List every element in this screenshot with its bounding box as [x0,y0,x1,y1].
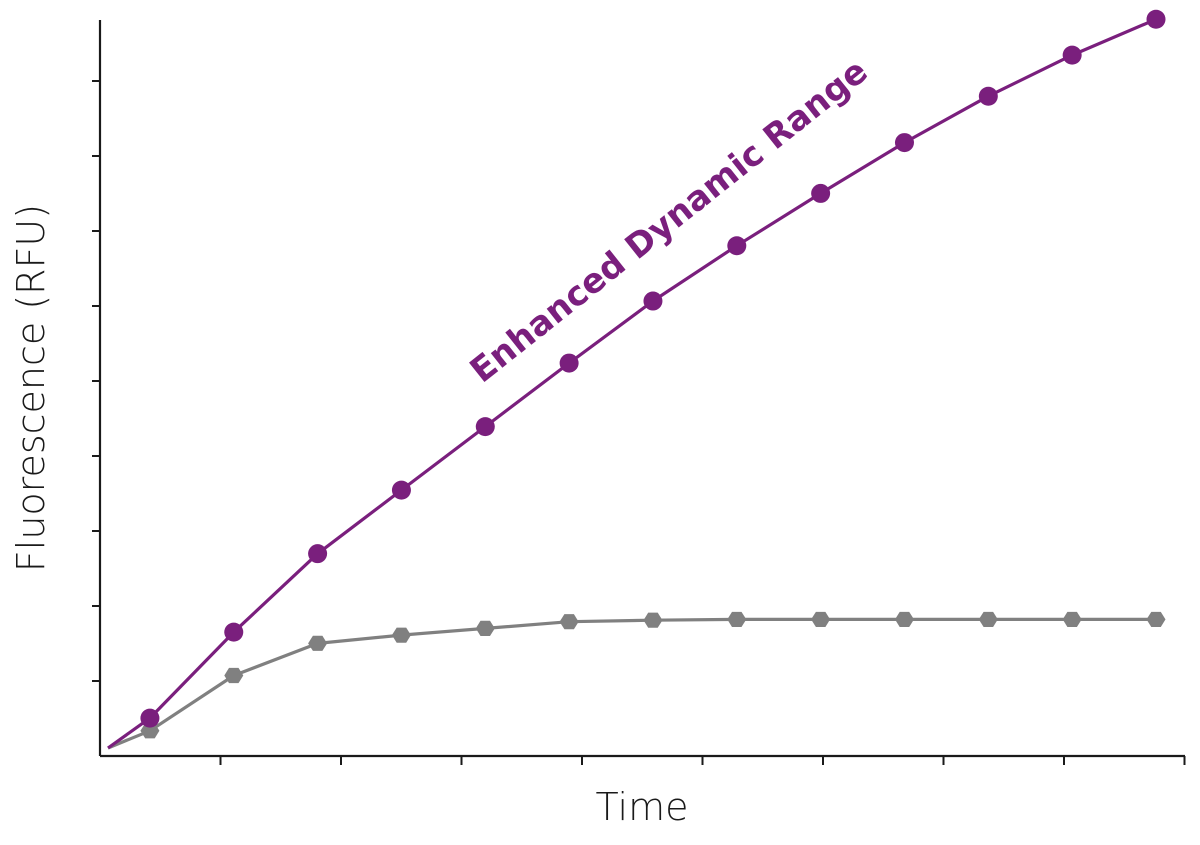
axes [92,20,1186,765]
data-point [978,86,998,106]
data-point [140,708,160,728]
data-point [643,291,663,311]
enhanced-dynamic-range-annotation: Enhanced Dynamic Range [463,51,876,391]
data-series [107,9,1166,750]
data-point [391,480,411,500]
data-point [894,133,914,153]
data-point [224,667,244,684]
data-point [391,627,411,643]
data-point [559,614,579,630]
data-point [308,635,328,651]
data-point [1062,45,1082,65]
data-point [811,611,831,627]
data-point [1062,611,1082,627]
data-point [1146,9,1166,29]
series-line [107,617,1156,750]
data-point [1146,611,1166,627]
data-point [475,620,495,636]
data-point [727,236,747,256]
data-point [811,183,831,203]
data-point [727,611,747,627]
data-point [475,417,495,437]
data-series [107,611,1166,750]
data-point [643,612,663,628]
data-point [559,353,579,373]
data-point [895,611,914,627]
y-axis-label: Fluorescence (RFU) [9,204,53,572]
series-line [107,17,1157,750]
data-point [224,622,244,642]
series-group [107,9,1166,750]
data-point [978,611,998,627]
data-point [308,544,328,564]
x-axis-label: Time [596,785,689,829]
data-point [140,723,160,739]
